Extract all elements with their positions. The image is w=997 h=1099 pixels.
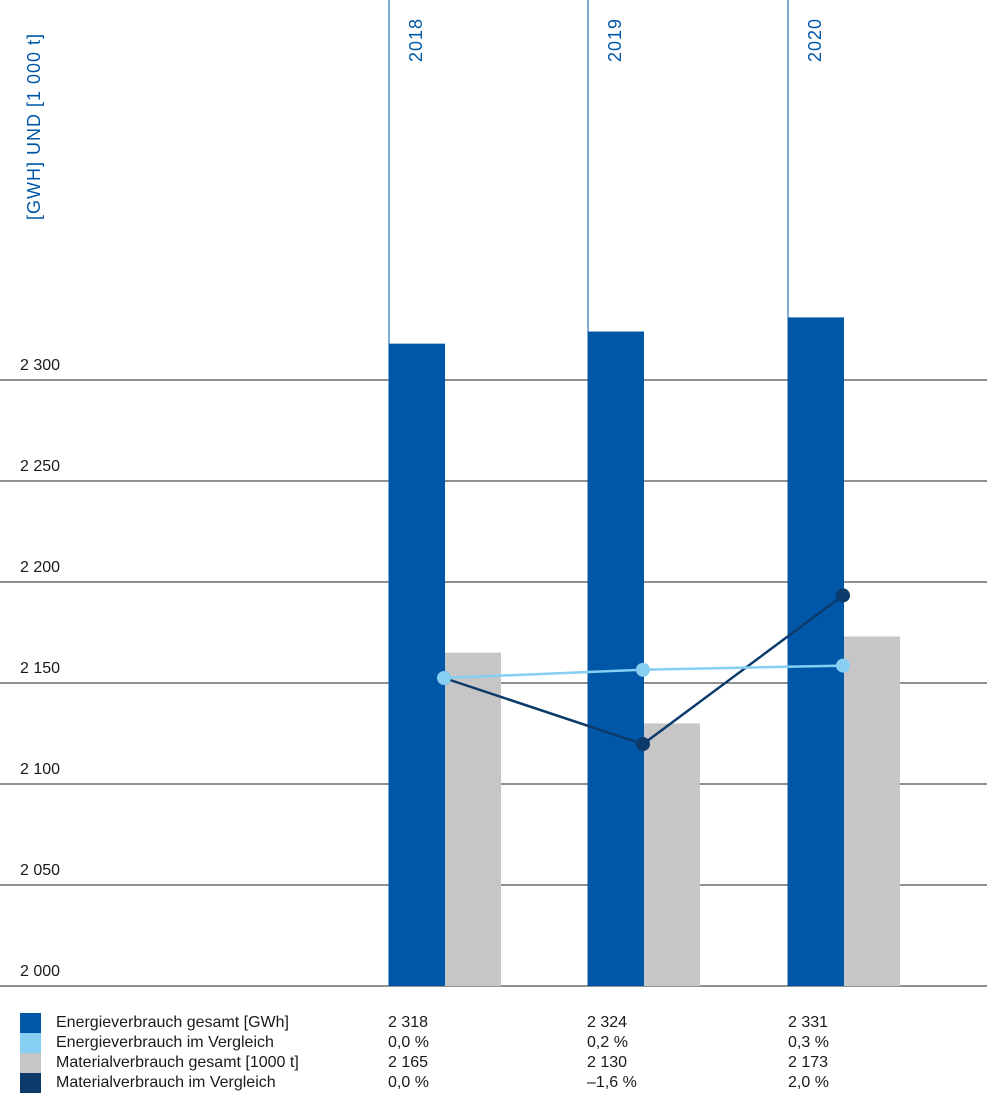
- value-label: 2 165: [388, 1054, 429, 1071]
- bar: [588, 331, 644, 986]
- material-compare-swatch: [20, 1073, 41, 1093]
- y-axis-title: [GWH] UND [1 000 t]: [24, 0, 48, 230]
- y-tick-label: 2 000: [20, 963, 60, 980]
- line-series: [437, 588, 850, 752]
- y-tick-label: 2 200: [20, 559, 60, 576]
- bar: [445, 652, 501, 986]
- bar: [788, 317, 844, 986]
- value-label: 2 130: [587, 1054, 628, 1071]
- bar: [389, 343, 445, 986]
- legend-row-energy-total: Energieverbrauch gesamt [GWh] 2 318 2 32…: [20, 1013, 980, 1033]
- bar: [644, 723, 700, 986]
- category-label: 2020: [805, 18, 825, 62]
- y-tick-label: 2 150: [20, 660, 60, 677]
- value-label: 0,0 %: [388, 1074, 429, 1091]
- value-label: 2 173: [788, 1054, 829, 1071]
- value-label: 2 318: [388, 1014, 429, 1031]
- bar: [844, 636, 900, 986]
- value-label: 0,3 %: [788, 1034, 829, 1051]
- category-label: 2019: [605, 18, 625, 62]
- y-tick-label: 2 250: [20, 458, 60, 475]
- legend-label: Energieverbrauch gesamt [GWh]: [56, 1014, 289, 1031]
- y-axis-title-text: [GWH] UND [1 000 t]: [24, 32, 44, 220]
- material-total-swatch: [20, 1053, 41, 1073]
- legend-label: Materialverbrauch im Vergleich: [56, 1074, 276, 1091]
- chart-canvas: 2 000 2 050 2 100 2 150 2 200 2 250 2 300 2018…: [0, 0, 987, 987]
- value-label: 2,0 %: [788, 1074, 829, 1091]
- y-tick-label: 2 050: [20, 862, 60, 879]
- energy-compare-swatch: [20, 1033, 41, 1053]
- value-label: 2 324: [587, 1014, 628, 1031]
- energy-total-swatch: [20, 1013, 41, 1033]
- data-point: [836, 588, 850, 603]
- data-point: [636, 662, 650, 677]
- bars: [389, 317, 900, 986]
- value-label: 0,2 %: [587, 1034, 628, 1051]
- value-label: 2 331: [788, 1014, 829, 1031]
- legend-row-material-total: Materialverbrauch gesamt [1000 t] 2 165 …: [20, 1053, 980, 1073]
- category-label: 2018: [406, 18, 426, 62]
- data-point: [636, 737, 650, 752]
- legend-row-material-compare: Materialverbrauch im Vergleich 0,0 % –1,…: [20, 1073, 980, 1093]
- legend-label: Materialverbrauch gesamt [1000 t]: [56, 1054, 299, 1071]
- data-point: [437, 671, 451, 685]
- y-tick-label: 2 100: [20, 761, 60, 778]
- legend-label: Energieverbrauch im Vergleich: [56, 1034, 274, 1051]
- y-tick-label: 2 300: [20, 357, 60, 374]
- legend-row-energy-compare: Energieverbrauch im Vergleich 0,0 % 0,2 …: [20, 1033, 980, 1053]
- value-label: 0,0 %: [388, 1034, 429, 1051]
- value-label: –1,6 %: [587, 1074, 637, 1091]
- y-tick-labels: 2 000 2 050 2 100 2 150 2 200 2 250 2 300: [20, 357, 60, 980]
- data-point: [836, 658, 850, 673]
- category-labels: 2018 2019 2020: [406, 18, 825, 62]
